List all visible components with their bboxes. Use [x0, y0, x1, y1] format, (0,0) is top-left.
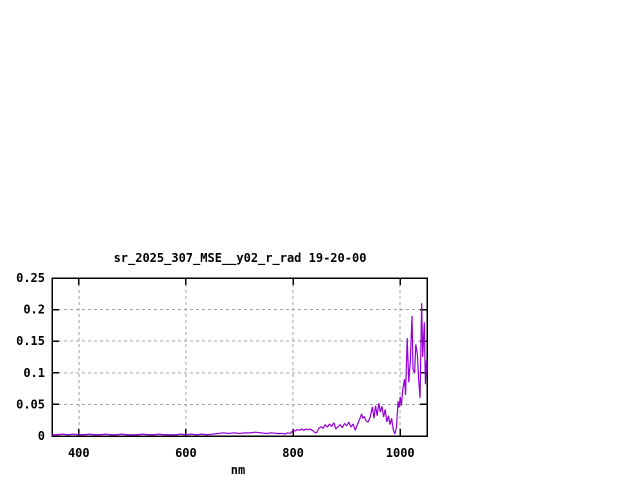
x-axis-label: nm — [231, 463, 245, 477]
x-tick-label: 400 — [68, 446, 90, 460]
plot-border-rect — [51, 277, 428, 437]
series-layer — [52, 303, 428, 436]
series-line — [52, 303, 428, 436]
chart-title: sr_2025_307_MSE__y02_r_rad 19-20-00 — [114, 251, 367, 266]
y-tick-label: 0.15 — [16, 334, 45, 348]
y-tick-label: 0.25 — [16, 271, 45, 285]
y-tick-label: 0.05 — [16, 397, 45, 411]
y-tick-label: 0 — [38, 429, 45, 443]
x-tick-label: 600 — [175, 446, 197, 460]
tick-labels: 400 600 800 1000 0 0.05 0.1 0.15 0.2 0.25 — [16, 271, 415, 460]
x-tick-label: 1000 — [386, 446, 415, 460]
y-tick-label: 0.2 — [23, 303, 45, 317]
grid-layer — [52, 278, 427, 436]
x-tick-label: 800 — [282, 446, 304, 460]
y-tick-label: 0.1 — [23, 366, 45, 380]
plot-border — [51, 277, 428, 437]
